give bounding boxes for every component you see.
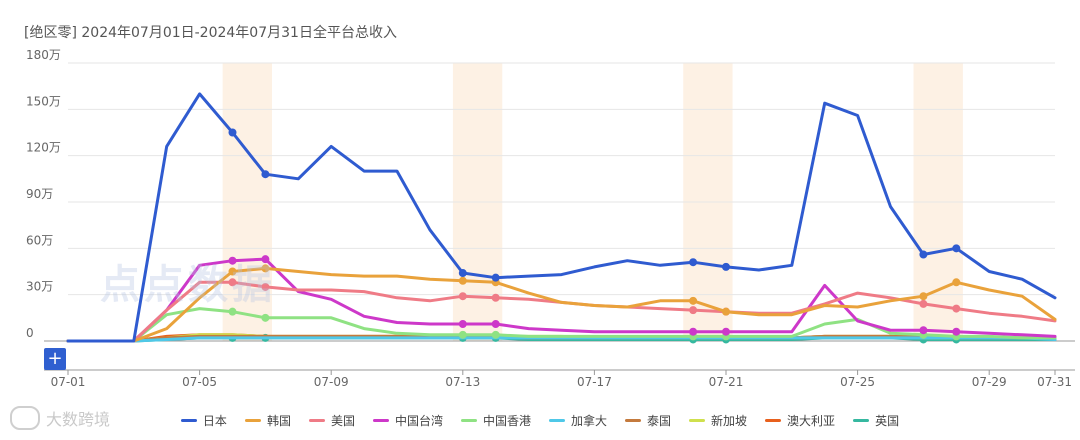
zoom-plus-button[interactable]: + bbox=[44, 348, 66, 370]
x-tick-label: 07-21 bbox=[709, 375, 744, 389]
legend-swatch bbox=[245, 419, 261, 422]
data-point-中国台湾 bbox=[690, 328, 697, 335]
legend-item-澳大利亚[interactable]: 澳大利亚 bbox=[765, 412, 835, 429]
legend-swatch bbox=[549, 419, 565, 422]
data-point-美国 bbox=[920, 300, 927, 307]
legend-label: 澳大利亚 bbox=[787, 412, 835, 429]
data-point-日本 bbox=[953, 245, 960, 252]
legend-label: 中国香港 bbox=[483, 412, 531, 429]
legend-item-英国[interactable]: 英国 bbox=[853, 412, 899, 429]
x-tick-label: 07-25 bbox=[840, 375, 875, 389]
legend-label: 日本 bbox=[203, 412, 227, 429]
legend-label: 中国台湾 bbox=[395, 412, 443, 429]
legend-swatch bbox=[461, 419, 477, 422]
y-tick-label: 180万 bbox=[26, 48, 61, 62]
legend-label: 美国 bbox=[331, 412, 355, 429]
x-tick-label: 07-31 bbox=[1037, 375, 1072, 389]
data-point-中国台湾 bbox=[723, 328, 730, 335]
y-tick-label: 120万 bbox=[26, 141, 61, 155]
legend: 日本 韩国 美国 中国台湾 中国香港 加拿大 泰国 新加坡 澳大利亚 英国 bbox=[0, 412, 1080, 429]
legend-swatch bbox=[625, 419, 641, 422]
legend-label: 韩国 bbox=[267, 412, 291, 429]
x-tick-label: 07-01 bbox=[51, 375, 86, 389]
data-point-日本 bbox=[492, 274, 499, 281]
data-point-日本 bbox=[262, 171, 269, 178]
data-point-中国台湾 bbox=[492, 321, 499, 328]
data-point-中国香港 bbox=[492, 331, 499, 338]
watermark-logo: 点点数据 bbox=[100, 252, 276, 310]
x-tick-label: 07-13 bbox=[445, 375, 480, 389]
legend-swatch bbox=[853, 419, 869, 422]
data-point-美国 bbox=[459, 293, 466, 300]
legend-item-加拿大[interactable]: 加拿大 bbox=[549, 412, 607, 429]
x-tick-label: 07-29 bbox=[972, 375, 1007, 389]
data-point-日本 bbox=[459, 270, 466, 277]
data-point-韩国 bbox=[690, 297, 697, 304]
data-point-日本 bbox=[723, 263, 730, 270]
data-point-美国 bbox=[492, 294, 499, 301]
y-tick-label: 0 bbox=[26, 326, 34, 340]
y-tick-label: 30万 bbox=[26, 280, 53, 294]
legend-swatch bbox=[689, 419, 705, 422]
data-point-韩国 bbox=[953, 279, 960, 286]
legend-item-日本[interactable]: 日本 bbox=[181, 412, 227, 429]
y-tick-label: 90万 bbox=[26, 187, 53, 201]
legend-swatch bbox=[309, 419, 325, 422]
legend-item-泰国[interactable]: 泰国 bbox=[625, 412, 671, 429]
legend-label: 新加坡 bbox=[711, 412, 747, 429]
legend-item-韩国[interactable]: 韩国 bbox=[245, 412, 291, 429]
data-point-美国 bbox=[953, 305, 960, 312]
data-point-中国香港 bbox=[459, 331, 466, 338]
data-point-韩国 bbox=[920, 293, 927, 300]
data-point-中国台湾 bbox=[953, 328, 960, 335]
data-point-韩国 bbox=[459, 277, 466, 284]
x-tick-label: 07-05 bbox=[182, 375, 217, 389]
legend-label: 加拿大 bbox=[571, 412, 607, 429]
data-point-美国 bbox=[690, 307, 697, 314]
data-point-日本 bbox=[229, 129, 236, 136]
legend-item-中国香港[interactable]: 中国香港 bbox=[461, 412, 531, 429]
legend-label: 英国 bbox=[875, 412, 899, 429]
x-tick-label: 07-17 bbox=[577, 375, 612, 389]
data-point-日本 bbox=[690, 259, 697, 266]
legend-label: 泰国 bbox=[647, 412, 671, 429]
legend-item-中国台湾[interactable]: 中国台湾 bbox=[373, 412, 443, 429]
data-point-韩国 bbox=[723, 308, 730, 315]
legend-item-美国[interactable]: 美国 bbox=[309, 412, 355, 429]
legend-swatch bbox=[181, 419, 197, 422]
data-point-中国台湾 bbox=[459, 321, 466, 328]
data-point-中国香港 bbox=[262, 314, 269, 321]
y-tick-label: 150万 bbox=[26, 94, 61, 108]
data-point-日本 bbox=[920, 251, 927, 258]
legend-swatch bbox=[373, 419, 389, 422]
legend-swatch bbox=[765, 419, 781, 422]
y-tick-label: 60万 bbox=[26, 233, 53, 247]
legend-item-新加坡[interactable]: 新加坡 bbox=[689, 412, 747, 429]
x-tick-label: 07-09 bbox=[314, 375, 349, 389]
data-point-中国台湾 bbox=[920, 327, 927, 334]
